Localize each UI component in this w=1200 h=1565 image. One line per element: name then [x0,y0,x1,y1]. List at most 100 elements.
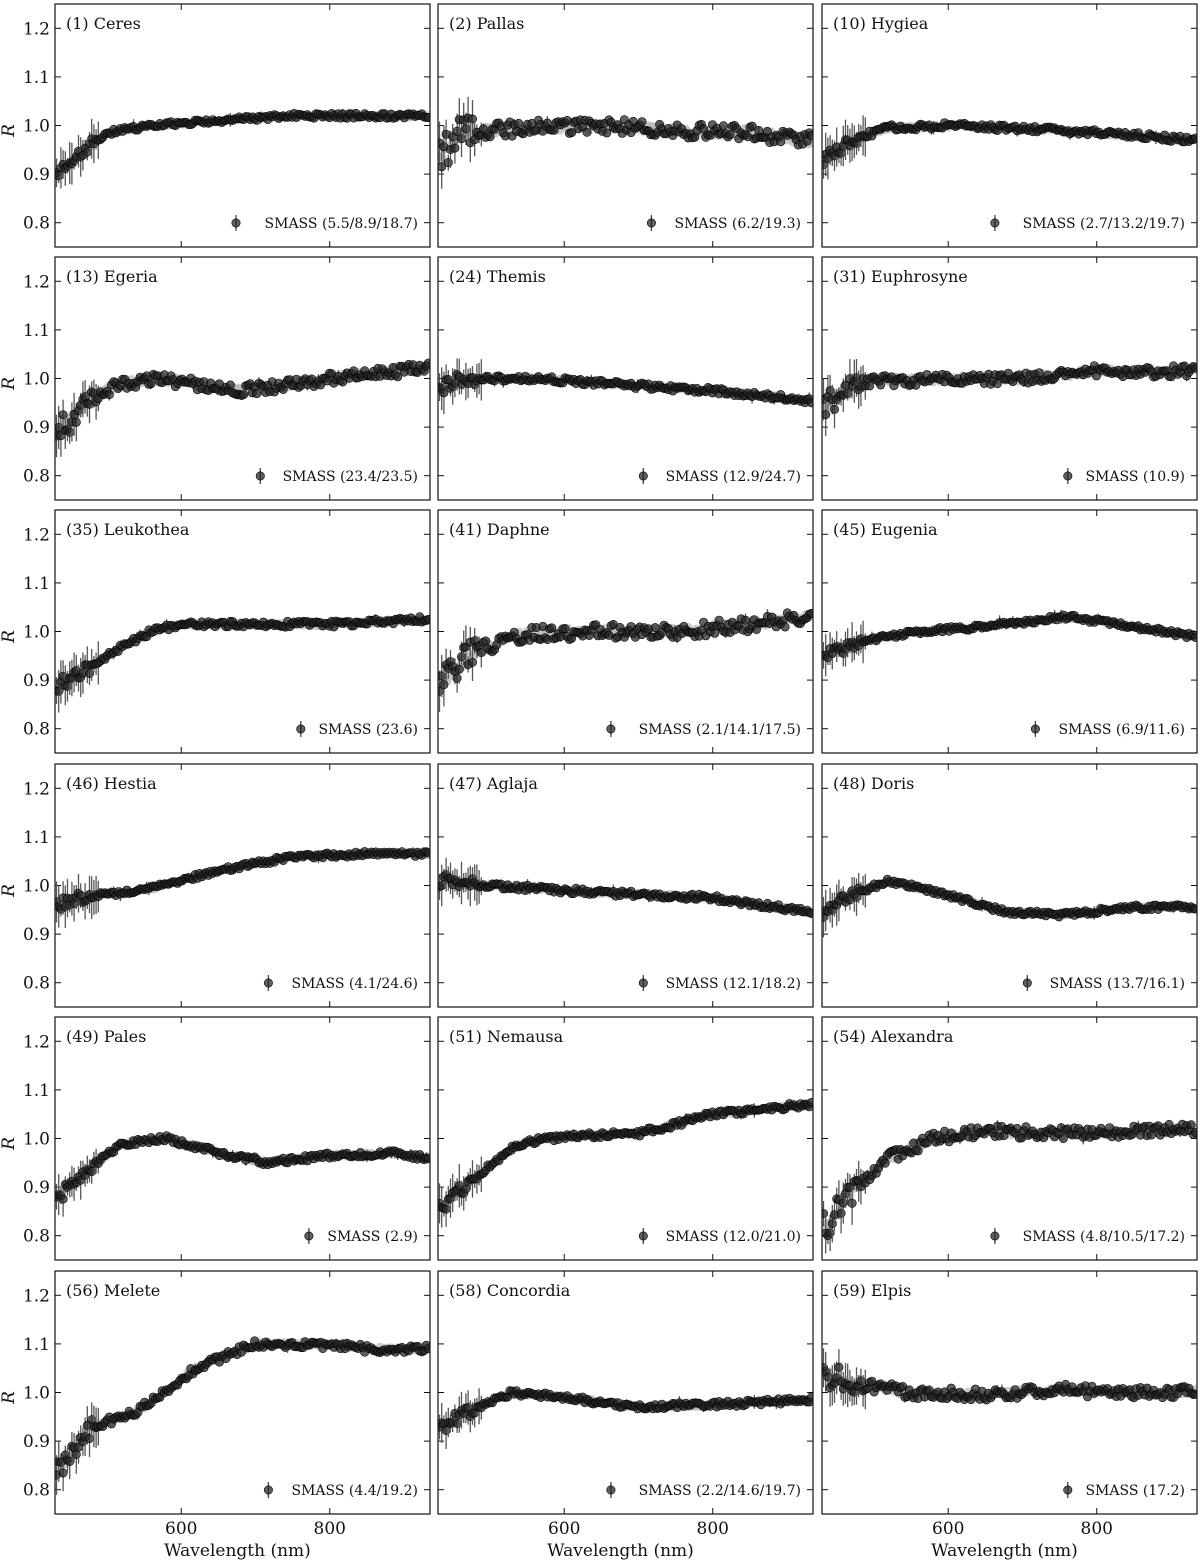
spectrum-point [467,657,477,667]
spectrum-point [65,427,75,437]
legend-label: SMASS (6.9/11.6) [1059,722,1186,738]
y-tick-label: 1.2 [23,525,50,545]
spectrum-point [1191,363,1197,373]
spectrum-panel: (13) Egeria SMASS (23.4/23.5) 0.8 0.9 1.0 1.1… [0,256,431,501]
spectrum-panel: (10) Hygiea SMASS (2.7/13.2/19.7) [821,3,1198,248]
panel-title: (47) Aglaja [449,774,538,793]
spectrum-point [62,681,72,691]
y-tick-label: 1.0 [23,877,50,897]
y-tick-label: 0.8 [23,720,50,740]
panel-frame [821,256,1198,501]
spectrum-panel: (49) Pales SMASS (2.9) 0.8 0.9 1.0 1.1 1.2 R [0,1016,431,1261]
data-layer [55,358,430,458]
spectrum-point [424,113,430,123]
spectrum-point [58,1194,68,1204]
data-layer [438,857,813,918]
y-tick-label: 1.1 [23,68,50,88]
panel-title: (46) Hestia [66,774,157,793]
panel-frame [54,256,431,501]
spectrum-panel: (47) Aglaja SMASS (12.1/18.2) [437,763,814,1008]
spectrum-panel: (35) Leukothea SMASS (23.6) 0.8 0.9 1.0 1.1 1.… [0,509,431,754]
panel-title: (45) Eugenia [833,520,938,539]
y-tick-label: 1.1 [23,1081,50,1101]
spectrum-point [454,664,464,674]
spectrum-point [438,671,447,681]
panel-frame [437,509,814,754]
panel-frame [54,763,431,1008]
spectrum-point [637,117,647,127]
panel-frame [437,256,814,501]
legend-marker [638,471,648,481]
spectrum-point [865,381,875,391]
spectrum-panel: (45) Eugenia SMASS (6.9/11.6) [821,509,1198,754]
y-axis-label: R [0,377,19,391]
spectrum-point [582,127,592,137]
spectrum-point [452,673,462,683]
spectrum-point [780,622,790,632]
legend-marker [231,218,241,228]
panel-frame [821,763,1198,1008]
spectrum-point [807,608,813,618]
legend-label: SMASS (23.6) [318,722,418,738]
spectrum-panel: (48) Doris SMASS (13.7/16.1) [821,763,1198,1008]
panel-grid: (1) Ceres SMASS (5.5/8.9/18.7) 0.8 0.9 1.0 1.… [0,3,1198,1539]
y-tick-label: 0.9 [23,418,50,438]
spectrum-point [239,390,249,400]
legend-label: SMASS (5.5/8.9/18.7) [265,216,418,232]
spectrum-panel: (41) Daphne SMASS (2.1/14.1/17.5) [437,509,814,754]
spectrum-point [876,380,886,390]
spectrum-point [807,398,813,408]
legend-marker [1063,471,1073,481]
spectrum-point [1191,133,1197,143]
spectrum-point [718,121,728,131]
legend-label: SMASS (2.1/14.1/17.5) [639,722,801,738]
spectrum-point [438,881,447,891]
spectrum-panel: (1) Ceres SMASS (5.5/8.9/18.7) 0.8 0.9 1.0 1.… [0,3,431,248]
spectrum-point [514,118,524,128]
y-tick-label: 1.2 [23,779,50,799]
spectrum-point [485,132,495,142]
legend-label: SMASS (4.1/24.6) [292,976,419,992]
spectrum-point [424,848,430,858]
spectrum-point [476,648,486,658]
y-tick-label: 1.0 [23,117,50,137]
panel-frame [54,509,431,754]
legend-label: SMASS (12.1/18.2) [666,976,801,992]
legend-label: SMASS (6.2/19.3) [675,216,802,232]
panel-frame [54,1016,431,1261]
spectrum-point [992,379,1002,389]
y-tick-label: 1.1 [23,321,50,341]
spectrum-point [843,388,853,398]
spectrum-point [146,379,156,389]
spectrum-point [58,410,68,420]
legend-marker [263,978,273,988]
panel-title: (49) Pales [66,1027,146,1046]
spectrum-point [225,380,235,390]
legend-label: SMASS (2.9) [327,1229,418,1245]
data-layer [438,96,813,189]
spectrum-point [456,652,466,662]
spectrum-panel: (46) Hestia SMASS (4.1/24.6) 0.8 0.9 1.0 1.1 1… [0,763,431,1008]
spectrum-point [424,1154,430,1164]
spectrum-point [1034,368,1044,378]
y-tick-label: 0.9 [23,925,50,945]
y-tick-label: 0.8 [23,214,50,234]
spectrum-point [822,410,831,420]
y-tick-label: 1.0 [23,1130,50,1150]
panel-title: (13) Egeria [66,267,158,286]
y-axis-label: R [0,630,19,644]
spectrum-panel: (24) Themis SMASS (12.9/24.7) [437,256,814,501]
spectrum-point [650,623,660,633]
spectrum-point [424,358,430,368]
spectrum-point [829,404,839,414]
spectrum-point [1191,632,1197,642]
panel-title: (48) Doris [833,774,914,793]
y-tick-label: 0.8 [23,467,50,487]
spectrum-point [85,668,95,678]
spectrum-panel: (2) Pallas SMASS (6.2/19.3) [437,3,814,248]
spectrum-point [439,680,449,690]
y-tick-label: 1.1 [23,574,50,594]
legend-marker [990,218,1000,228]
spectrum-point [602,128,612,138]
